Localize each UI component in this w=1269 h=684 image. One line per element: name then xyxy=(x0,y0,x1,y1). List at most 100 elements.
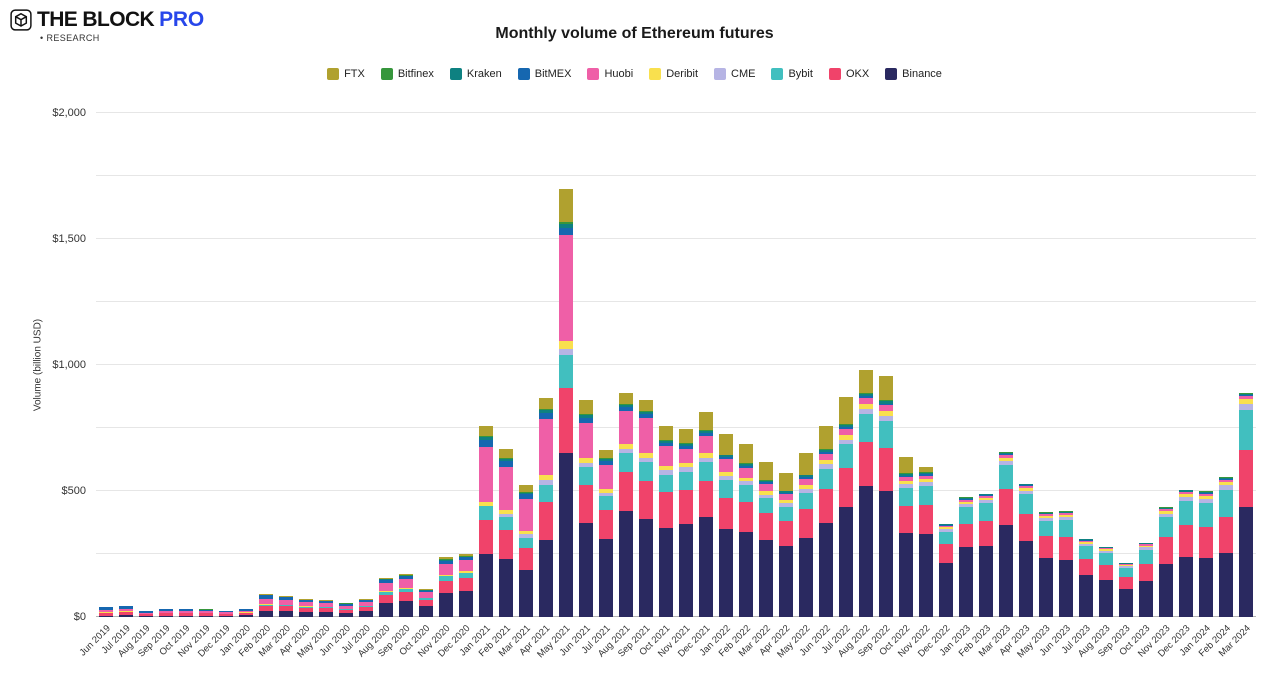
bar-segment-okx xyxy=(939,544,953,564)
bar-segment-bybit xyxy=(439,576,453,581)
legend-item-kraken[interactable]: Kraken xyxy=(449,68,502,80)
bar-may-2021 xyxy=(556,113,576,617)
bar-segment-huobi xyxy=(579,422,593,459)
bar-segment-deribit xyxy=(779,500,793,504)
bar-segment-cme xyxy=(879,415,893,422)
bar-segment-huobi xyxy=(279,600,293,605)
legend-item-bitmex[interactable]: BitMEX xyxy=(517,68,572,80)
bar-segment-bybit xyxy=(719,480,733,498)
legend-swatch xyxy=(327,68,340,80)
bar-segment-okx xyxy=(779,520,793,546)
legend-item-okx[interactable]: OKX xyxy=(828,68,869,80)
bar-segment-bybit xyxy=(819,468,833,489)
bar-segment-cme xyxy=(1159,513,1173,517)
bar-segment-bitmex xyxy=(99,607,113,611)
bar-mar-2024 xyxy=(1236,113,1256,617)
bar-segment-ftx xyxy=(479,425,493,437)
bar-segment-huobi xyxy=(239,610,253,613)
bar-apr-2020 xyxy=(296,113,316,617)
bar-segment-bitfinex xyxy=(699,429,713,431)
bar-segment-bybit xyxy=(639,462,653,481)
bar-segment-okx xyxy=(1159,537,1173,564)
bar-segment-binance xyxy=(619,511,633,617)
bar-segment-deribit xyxy=(1059,514,1073,517)
bar-segment-bitmex xyxy=(1019,485,1033,486)
bar-segment-cme xyxy=(519,533,533,538)
bar-segment-bitmex xyxy=(339,603,353,606)
bar-segment-cme xyxy=(979,500,993,504)
bar-jun-2020 xyxy=(336,113,356,617)
bar-segment-okx xyxy=(139,614,153,616)
bar-segment-deribit xyxy=(659,466,673,471)
bar-segment-kraken xyxy=(699,430,713,433)
bar-segment-binance xyxy=(139,615,153,617)
bar-segment-bitmex xyxy=(539,412,553,420)
bar-segment-deribit xyxy=(539,474,553,480)
bar-segment-huobi xyxy=(119,608,133,612)
legend-item-bybit[interactable]: Bybit xyxy=(771,68,813,80)
bar-segment-okx xyxy=(899,505,913,534)
bar-segment-bitmex xyxy=(919,474,933,476)
bar-segment-huobi xyxy=(179,610,193,613)
bar-segment-bitmex xyxy=(1179,491,1193,493)
legend-item-huobi[interactable]: Huobi xyxy=(587,68,633,80)
bar-segment-cme xyxy=(799,488,813,493)
bar-segment-bitmex xyxy=(599,461,613,465)
legend-item-binance[interactable]: Binance xyxy=(885,68,942,80)
bar-segment-binance xyxy=(1079,574,1093,617)
bar-sep-2021 xyxy=(636,113,656,617)
bar-segment-okx xyxy=(359,607,373,612)
bar-jan-2020 xyxy=(236,113,256,617)
bar-segment-deribit xyxy=(919,478,933,482)
bar-jun-2022 xyxy=(816,113,836,617)
bar-segment-ftx xyxy=(859,370,873,393)
bar-segment-huobi xyxy=(99,610,113,613)
legend-item-deribit[interactable]: Deribit xyxy=(649,68,698,80)
bar-segment-bitfinex xyxy=(999,452,1013,453)
bar-segment-bitmex xyxy=(859,396,873,399)
bar-segment-bybit xyxy=(999,465,1013,490)
bar-segment-deribit xyxy=(379,591,393,593)
bar-segment-huobi xyxy=(1099,548,1113,550)
bar-segment-huobi xyxy=(1039,514,1053,516)
bar-segment-binance xyxy=(699,517,713,617)
legend-swatch xyxy=(771,68,784,80)
bar-segment-ftx xyxy=(459,553,473,557)
bar-jul-2022 xyxy=(836,113,856,617)
bar-segment-huobi xyxy=(719,459,733,472)
bar-segment-cme xyxy=(739,481,753,486)
bar-segment-ftx xyxy=(839,396,853,425)
bar-segment-binance xyxy=(959,547,973,617)
brand-research-subtitle: • RESEARCH xyxy=(40,33,100,43)
bar-segment-bitmex xyxy=(299,600,313,603)
bar-segment-bybit xyxy=(859,414,873,442)
bar-nov-2020 xyxy=(436,113,456,617)
bar-segment-binance xyxy=(659,527,673,617)
bar-segment-cme xyxy=(819,464,833,469)
bar-segment-okx xyxy=(519,547,533,571)
bar-segment-kraken xyxy=(559,223,573,228)
bar-segment-cme xyxy=(959,504,973,508)
bar-segment-kraken xyxy=(1079,539,1093,541)
bar-jun-2023 xyxy=(1056,113,1076,617)
bar-segment-deribit xyxy=(639,453,653,458)
brand-pro-badge: PRO xyxy=(159,8,205,31)
bar-segment-ftx xyxy=(379,577,393,579)
bar-segment-kraken xyxy=(999,452,1013,455)
bar-segment-bitmex xyxy=(199,609,213,611)
bar-oct-2021 xyxy=(656,113,676,617)
bar-segment-bitfinex xyxy=(1159,507,1173,508)
bar-segment-deribit xyxy=(439,574,453,577)
legend-label: BitMEX xyxy=(534,68,572,80)
bar-segment-bybit xyxy=(879,421,893,448)
legend-item-cme[interactable]: CME xyxy=(714,68,755,80)
bar-segment-kraken xyxy=(539,410,553,413)
legend-item-ftx[interactable]: FTX xyxy=(327,68,365,80)
bar-segment-huobi xyxy=(1239,396,1253,400)
bar-segment-okx xyxy=(539,502,553,541)
bar-segment-bitmex xyxy=(979,495,993,496)
bar-segment-kraken xyxy=(1059,511,1073,513)
bar-oct-2023 xyxy=(1136,113,1156,617)
legend-item-bitfinex[interactable]: Bitfinex xyxy=(380,68,434,80)
